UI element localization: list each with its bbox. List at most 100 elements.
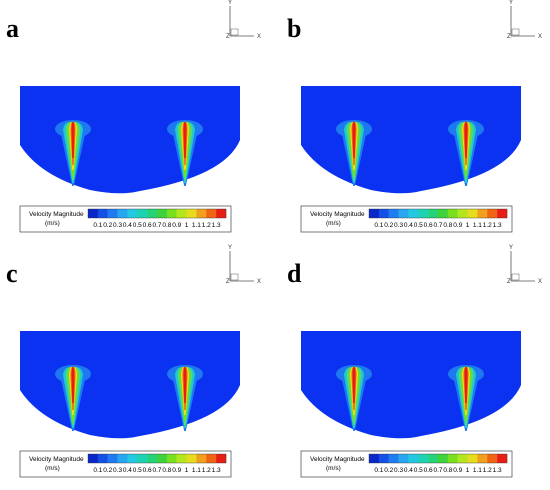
z-axis-label: Z <box>226 34 230 40</box>
colorbar-swatch <box>408 209 419 218</box>
colorbar-tick-label: 0.9 <box>172 467 181 474</box>
colorbar-swatch <box>428 209 439 218</box>
colorbar-tick-label: 0.4 <box>123 467 132 474</box>
colorbar-legend: Velocity Magnitude(m/s) 0.1 0.2 0.3 0.4 0.5 0.… <box>300 205 513 233</box>
colorbar-tick-label: 0.9 <box>172 222 181 229</box>
colorbar-tick-label: 0.2 <box>384 222 393 229</box>
colorbar-swatch <box>196 209 207 218</box>
y-axis-label: Y <box>228 0 232 6</box>
z-axis-label: Z <box>507 34 511 40</box>
colorbar-swatch <box>88 454 99 463</box>
panel-label: a <box>6 14 19 43</box>
colorbar-tick-label: 0.1 <box>93 222 102 229</box>
z-axis-box <box>230 28 239 36</box>
jet-layer <box>464 366 468 403</box>
domain-region <box>301 331 521 439</box>
x-axis-label: X <box>257 279 261 285</box>
colorbar-swatch <box>418 454 429 463</box>
colorbar-tick-label: 0.1 <box>374 467 383 474</box>
colorbar-swatch <box>477 209 488 218</box>
colorbar-swatch <box>447 454 458 463</box>
colorbar-swatch <box>147 209 158 218</box>
colorbar-legend: Velocity Magnitude(m/s) 0.1 0.2 0.3 0.4 0.5 0.… <box>19 205 232 233</box>
colorbar-legend: Velocity Magnitude(m/s) 0.1 0.2 0.3 0.4 0.5 0.… <box>300 450 513 478</box>
colorbar-tick-label: 0.2 <box>103 467 112 474</box>
legend-title: Velocity Magnitude <box>310 211 365 218</box>
jet-plume <box>336 365 372 431</box>
colorbar-swatch <box>497 454 508 463</box>
colorbar-swatch <box>369 209 380 218</box>
colorbar-swatch <box>157 209 168 218</box>
colorbar-tick-label: 0.5 <box>414 467 423 474</box>
jet-layer <box>183 366 187 403</box>
colorbar-tick-label: 0.1 <box>93 467 102 474</box>
colorbar-swatch <box>107 209 118 218</box>
colorbar-swatch <box>117 209 128 218</box>
colorbar-tick-label: 1 <box>466 467 470 474</box>
colorbar-tick-label: 1 <box>185 467 189 474</box>
colorbar-tick-label: 1.1 <box>192 222 201 229</box>
colorbar-swatch <box>176 454 187 463</box>
colorbar-swatch <box>107 454 118 463</box>
colorbar-tick-label: 1 <box>466 222 470 229</box>
jet-layer <box>352 121 356 158</box>
colorbar-tick-label: 0.8 <box>443 467 452 474</box>
axis-triad: Y Z X <box>226 0 261 40</box>
colorbar-tick-label: 1.1 <box>473 222 482 229</box>
x-axis-label: X <box>538 279 542 285</box>
y-axis-label: Y <box>509 245 513 251</box>
colorbar-swatch <box>467 454 478 463</box>
panel-b: b Y Z X Velocity Magnitude (m/s) 0.1 0.2 0.3 0.4… <box>275 0 550 245</box>
domain-region <box>20 331 240 439</box>
colorbar-tick-label: 1.3 <box>493 467 502 474</box>
colorbar-tick-label: 1.2 <box>202 467 211 474</box>
colorbar-tick-label: 0.8 <box>162 222 171 229</box>
y-axis-label: Y <box>509 0 513 6</box>
panel-label: d <box>287 259 302 288</box>
colorbar-tick-label: 0.8 <box>162 467 171 474</box>
colorbar-tick-label: 0.2 <box>103 222 112 229</box>
colorbar-swatch <box>97 454 108 463</box>
colorbar-swatch <box>438 454 449 463</box>
colorbar-swatch <box>216 454 227 463</box>
colorbar-swatch <box>457 454 468 463</box>
colorbar-swatch <box>186 209 197 218</box>
colorbar-tick-label: 0.6 <box>143 467 152 474</box>
colorbar-swatch <box>369 454 380 463</box>
colorbar-tick-label: 1.3 <box>493 222 502 229</box>
colorbar-tick-label: 0.6 <box>424 222 433 229</box>
domain-region <box>20 86 240 194</box>
colorbar-swatch <box>88 209 99 218</box>
jet-layer <box>464 121 468 158</box>
jet-plume <box>55 120 91 186</box>
colorbar-swatch <box>137 454 148 463</box>
panel-c: c Y Z X Velocity Magnitude (m/s) 0.1 0.2 0.3 0.4… <box>0 245 275 490</box>
legend-title: Velocity Magnitude <box>29 211 84 218</box>
colorbar-tick-label: 1.1 <box>473 467 482 474</box>
panel-a: a Y Z X Velocity Magnitude (m/s) 0.1 0.2 0.3 0.4… <box>0 0 275 245</box>
jet-plume <box>448 365 484 431</box>
jet-layer <box>71 366 75 403</box>
colorbar-tick-label: 1.2 <box>483 467 492 474</box>
colorbar-swatch <box>487 209 498 218</box>
colorbar-tick-label: 1 <box>185 222 189 229</box>
colorbar-swatch <box>477 454 488 463</box>
colorbar-tick-label: 0.4 <box>404 222 413 229</box>
colorbar-tick-label: 0.8 <box>443 222 452 229</box>
legend-units: (m/s) <box>326 465 341 472</box>
colorbar-tick-label: 0.1 <box>374 222 383 229</box>
colorbar-tick-label: 0.5 <box>133 467 142 474</box>
colorbar-swatch <box>97 209 108 218</box>
colorbar-tick-label: 0.4 <box>404 467 413 474</box>
colorbar-swatch <box>147 454 158 463</box>
colorbar-tick-label: 1.2 <box>483 222 492 229</box>
colorbar-tick-label: 0.3 <box>113 467 122 474</box>
colorbar-swatch <box>398 209 409 218</box>
jet-layer <box>71 121 75 158</box>
colorbar-outline <box>87 208 227 219</box>
colorbar-outline <box>368 453 508 464</box>
colorbar-outline <box>368 208 508 219</box>
colorbar-legend: Velocity Magnitude(m/s) 0.1 0.2 0.3 0.4 0.5 0.… <box>19 450 232 478</box>
